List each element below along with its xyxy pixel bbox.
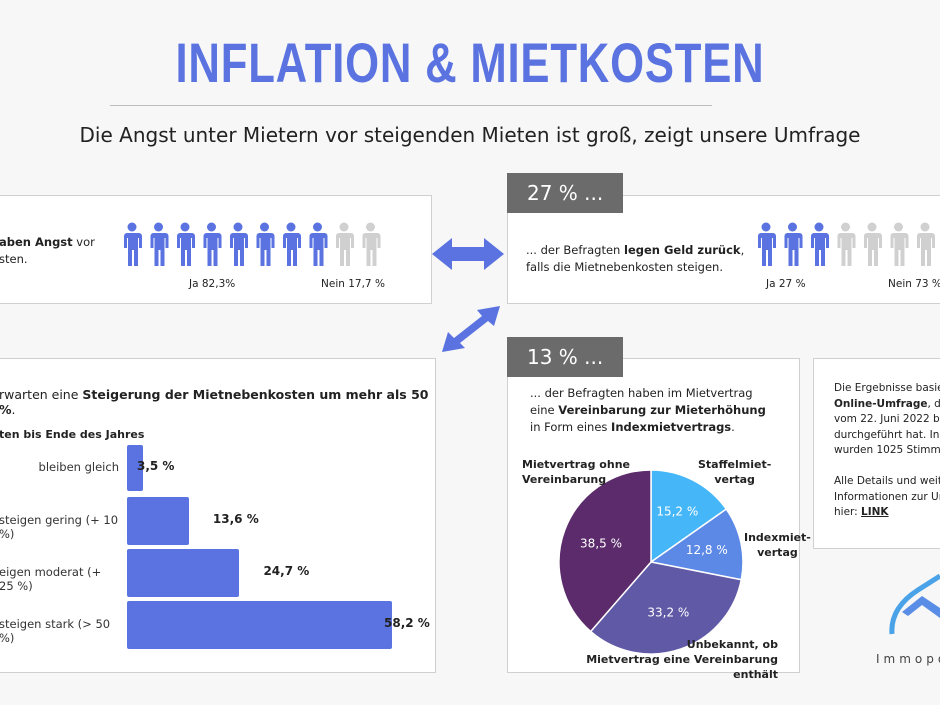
pie-value-label: 15,2 % <box>656 504 698 518</box>
savings-text-bold: legen Geld zurück <box>624 243 741 257</box>
pie-label-ohne-text: Mietvertrag ohne Vereinbarung <box>522 458 630 486</box>
info-l8: hier: <box>834 506 862 518</box>
pie-value-label: 33,2 % <box>647 605 689 619</box>
bar-value-label: 24,7 % <box>263 564 310 578</box>
fear-text-rest: vor <box>72 235 95 249</box>
pie-label-index: Indexmiet- vertag <box>744 530 811 560</box>
info-l4: durchgeführt hat. In d <box>834 428 940 441</box>
pie-label-index-text: Indexmiet- vertag <box>744 531 811 559</box>
person-empty-icon <box>837 222 856 266</box>
info-l2b: , die <box>927 397 940 410</box>
bar <box>127 549 240 597</box>
page-title: INFLATION & MIETKOSTEN <box>175 31 765 94</box>
person-empty-icon <box>864 222 882 266</box>
fear-text-line2: sten. <box>0 252 28 266</box>
pie-label-staffel: Staffelmiet- vertag <box>698 457 771 487</box>
person-empty-icon <box>890 222 909 266</box>
person-filled-icon <box>811 222 829 266</box>
pie-label-unbekannt: Unbekannt, ob Mietvertrag eine Vereinbar… <box>578 637 778 682</box>
pie-slice <box>650 469 728 564</box>
savings-panel: ... der Befragten legen Geld zurück, fal… <box>507 195 940 304</box>
index-text: ... der Befragten haben im Mietvertrag e… <box>530 385 766 436</box>
fear-text-bold: aben Angst <box>0 235 73 249</box>
info-l2: Online-Umfrage <box>834 397 928 410</box>
expectation-text-pre: rwarten eine <box>0 387 83 402</box>
index-line3-post: . <box>731 420 735 434</box>
expectation-text: rwarten eine Steigerung der Mietnebenkos… <box>0 387 435 417</box>
person-filled-icon <box>150 222 169 266</box>
bar-value-label: 58,2 % <box>384 616 430 630</box>
person-empty-icon <box>917 222 935 266</box>
person-empty-icon <box>362 222 381 266</box>
info-l5: wurden 1025 Stimmen <box>834 444 940 456</box>
bar-category-label: eigen moderat (+ 25 %) <box>0 565 102 593</box>
person-filled-icon <box>784 222 803 266</box>
expectation-text-bold: Steigerung der Mietnebenkosten um mehr a… <box>0 387 429 417</box>
fear-panel: aben Angst vor sten. Ja 82,3% Nein 17,7 … <box>0 195 432 304</box>
savings-text: ... der Befragten legen Geld zurück, fal… <box>526 242 744 276</box>
pie-label-unbekannt-text: Unbekannt, ob Mietvertrag eine Vereinbar… <box>586 638 778 681</box>
bar <box>127 497 189 545</box>
savings-pictogram <box>758 222 935 266</box>
fear-pictogram <box>124 222 381 266</box>
pie-value-label: 12,8 % <box>686 543 728 557</box>
bar <box>127 601 392 649</box>
bar-value-label: 13,6 % <box>212 512 259 526</box>
info-l3: vom 22. Juni 2022 bis <box>834 413 940 425</box>
pie-label-ohne: Mietvertrag ohne Vereinbarung <box>522 457 630 487</box>
fear-yes-label: Ja 82,3% <box>189 278 236 290</box>
pie-slice <box>589 561 743 655</box>
person-filled-icon <box>124 222 142 266</box>
double-arrow-horizontal-icon <box>432 238 504 270</box>
bar-category-label: steigen gering (+ 10 %) <box>0 513 119 541</box>
index-line1: ... der Befragten haben im Mietvertrag <box>530 386 753 400</box>
savings-no-label: Nein 73 % <box>888 278 940 290</box>
person-filled-icon <box>283 222 301 266</box>
pie-value-label: 38,5 % <box>580 536 622 550</box>
bar-value-label: 3,5 % <box>137 459 175 473</box>
person-filled-icon <box>758 222 776 266</box>
fear-text: aben Angst vor sten. <box>0 234 95 268</box>
bar-category-label: steigen stark (> 50 %) <box>0 617 111 645</box>
index-line2-bold: Vereinbarung zur Mieterhöhung <box>558 403 766 417</box>
pie-chart: 15,2 % 12,8 % 33,2 % 38,5 % <box>558 469 744 655</box>
pie-slice <box>558 469 652 633</box>
index-line2-pre: eine <box>530 403 559 417</box>
pie-label-staffel-text: Staffelmiet- vertag <box>698 458 772 486</box>
expectation-panel: rwarten eine Steigerung der Mietnebenkos… <box>0 358 436 673</box>
info-l7: Informationen zur Um <box>834 490 940 503</box>
person-filled-icon <box>203 222 222 266</box>
savings-tag: 27 % ... <box>507 173 624 213</box>
info-l1: Die Ergebnisse basie <box>834 382 940 394</box>
person-filled-icon <box>177 222 195 266</box>
savings-text-line2: falls die Mietnebenkosten steigen. <box>526 260 723 274</box>
index-tag: 13 % ... <box>507 337 624 377</box>
pie-slice <box>649 508 744 581</box>
bar-chart-title: ten bis Ende des Jahres <box>0 428 145 441</box>
bar-category-label: bleiben gleich <box>38 460 119 474</box>
person-filled-icon <box>230 222 248 266</box>
double-arrow-diagonal-icon <box>442 306 500 352</box>
savings-text-pre: ... der Befragten <box>526 243 624 257</box>
savings-yes-label: Ja 27 % <box>766 278 806 290</box>
expectation-text-post: . <box>11 402 16 417</box>
savings-text-post: , <box>740 243 745 257</box>
fear-no-label: Nein 17,7 % <box>321 278 385 290</box>
bar <box>127 445 143 491</box>
person-filled-icon <box>256 222 275 266</box>
index-line3-pre: in Form eines <box>530 420 612 434</box>
index-panel: ... der Befragten haben im Mietvertrag e… <box>507 358 811 681</box>
logo-text: Immopo <box>876 652 940 666</box>
info-panel: Die Ergebnisse basie Online-Umfrage, die… <box>813 358 940 549</box>
index-line3-bold: Indexmietvertrags <box>611 420 732 434</box>
house-logo-icon <box>889 573 940 635</box>
info-text: Die Ergebnisse basie Online-Umfrage, die… <box>834 381 940 521</box>
page-subtitle: Die Angst unter Mietern vor steigenden M… <box>79 123 861 147</box>
person-filled-icon <box>309 222 328 266</box>
info-l6: Alle Details und weite <box>834 475 940 487</box>
title-divider <box>110 105 712 106</box>
info-link[interactable]: LINK <box>861 506 889 518</box>
person-empty-icon <box>336 222 354 266</box>
